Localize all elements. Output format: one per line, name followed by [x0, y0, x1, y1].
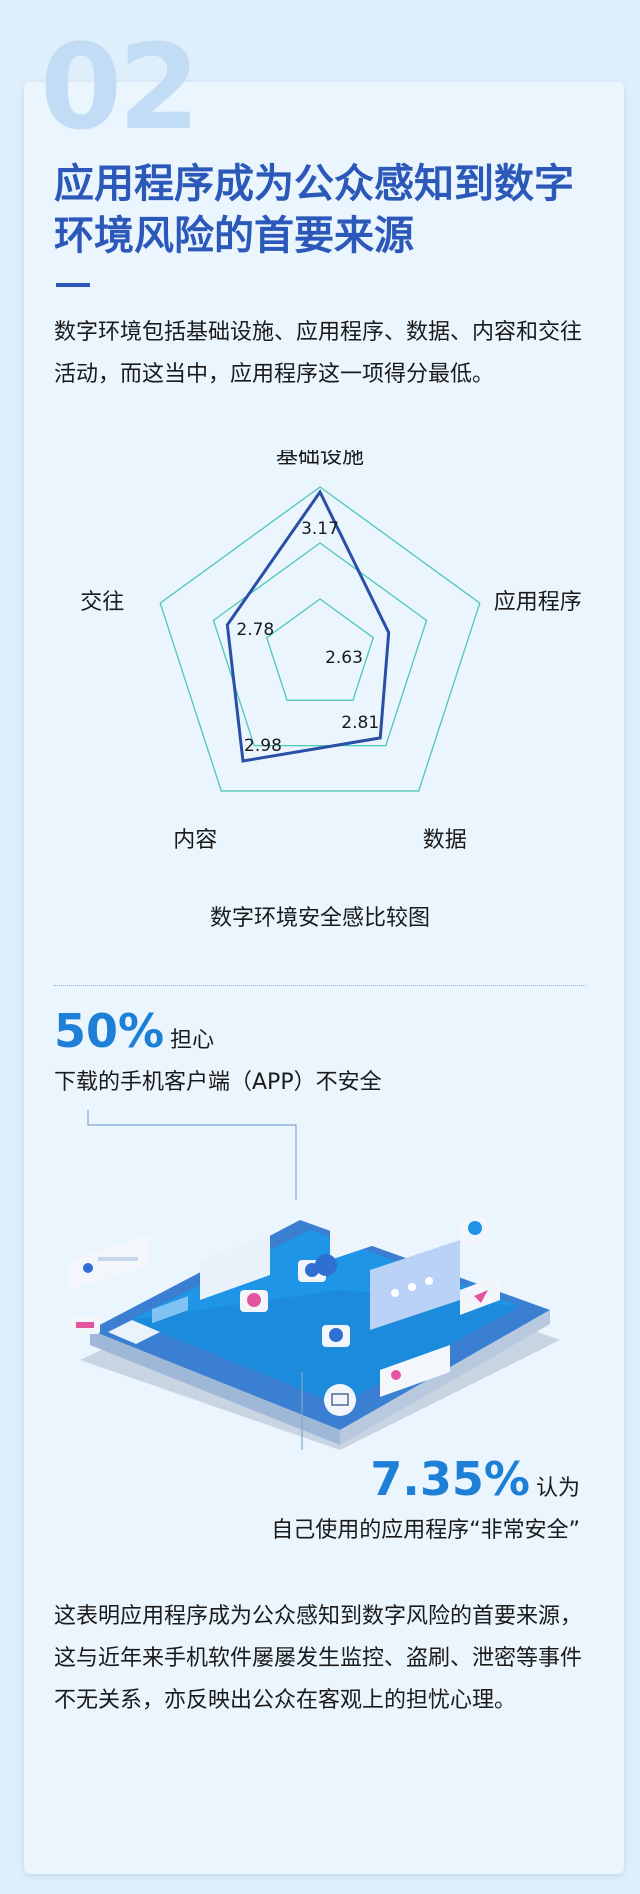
- axis-label: 数据: [423, 828, 467, 853]
- data-label: 2.78: [236, 620, 274, 640]
- stat-safe-verb: 认为: [535, 1476, 580, 1501]
- grid-ring: [159, 486, 481, 792]
- dotted-divider: [54, 985, 586, 986]
- stat-worry-verb: 担心: [170, 1028, 215, 1053]
- axis-label: 内容: [173, 828, 217, 853]
- stat-worry-text: 下载的手机客户端（APP）不安全: [54, 1070, 382, 1095]
- data-label: 2.81: [341, 713, 379, 733]
- stat-safe: 7.35% 认为: [370, 1452, 580, 1506]
- axis-label: 基础设施: [276, 450, 364, 469]
- page-title: 应用程序成为公众感知到数字环境风险的首要来源: [54, 161, 574, 259]
- data-label: 2.98: [244, 736, 282, 756]
- title-underline: [56, 283, 90, 287]
- conclusion-paragraph: 这表明应用程序成为公众感知到数字风险的首要来源，这与近年来手机软件屡屡发生监控、…: [54, 1604, 583, 1713]
- content-card: [24, 82, 624, 1874]
- section-number: 02: [40, 18, 200, 156]
- data-label: 2.63: [325, 648, 363, 668]
- grid-ring: [212, 542, 428, 747]
- grid-ring: [265, 598, 375, 701]
- intro-paragraph: 数字环境包括基础设施、应用程序、数据、内容和交往活动，而这当中，应用程序这一项得…: [54, 320, 583, 387]
- axis-label: 交往: [80, 590, 124, 615]
- phone-illustration: [70, 1110, 560, 1450]
- stat-worry: 50% 担心: [54, 1004, 214, 1058]
- stat-safe-text: 自己使用的应用程序“非常安全”: [271, 1518, 580, 1543]
- stat-safe-value: 7.35%: [370, 1452, 530, 1506]
- chart-title: 数字环境安全感比较图: [209, 906, 430, 931]
- stat-worry-value: 50%: [54, 1004, 165, 1058]
- axis-label: 应用程序: [494, 590, 582, 615]
- series-polygon: [225, 489, 391, 763]
- data-label: 3.17: [301, 519, 339, 539]
